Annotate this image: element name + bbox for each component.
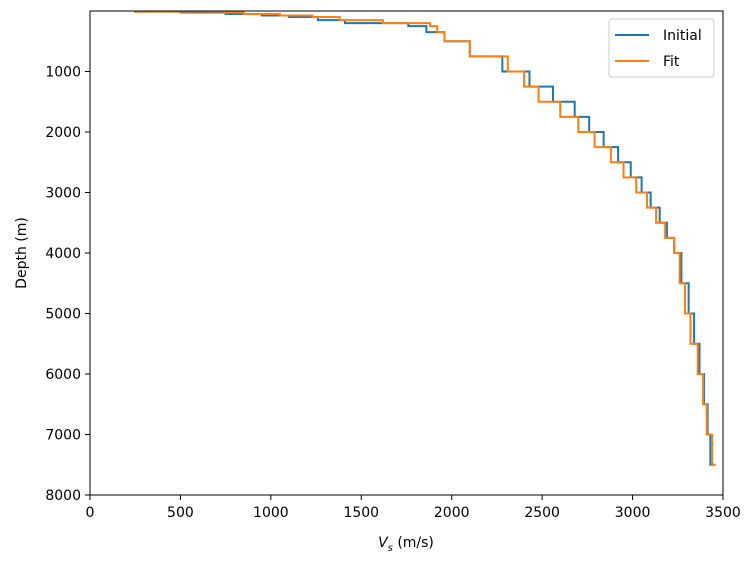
x-axis-label-unit: (m/s) <box>393 535 434 551</box>
y-axis-ticks: 1000 2000 3000 4000 5000 6000 7000 8000 <box>45 65 90 504</box>
legend-entry-fit: Fit <box>663 54 680 70</box>
x-tick-label: 1000 <box>253 505 289 521</box>
x-tick-label: 500 <box>167 505 194 521</box>
x-axis-label-subscript: s <box>388 543 393 554</box>
x-tick-label: 2000 <box>434 505 470 521</box>
legend-box <box>608 18 715 78</box>
legend-entry-initial: Initial <box>663 28 702 44</box>
plot-curves <box>134 10 716 466</box>
y-tick-label: 8000 <box>45 488 81 504</box>
y-tick-label: 7000 <box>45 428 81 444</box>
series-line-initial <box>134 10 714 466</box>
x-tick-label: 3500 <box>705 505 741 521</box>
y-tick-label: 4000 <box>45 246 81 262</box>
x-axis-ticks: 0 500 1000 1500 2000 2500 3000 3500 <box>86 495 741 521</box>
y-tick-label: 6000 <box>45 367 81 383</box>
x-tick-label: 2500 <box>524 505 560 521</box>
legend: Initial Fit <box>608 18 715 78</box>
plot-frame <box>89 10 724 496</box>
y-tick-label: 5000 <box>45 307 81 323</box>
y-axis-label: Depth (m) <box>14 217 30 289</box>
y-tick-label: 1000 <box>45 65 81 81</box>
x-tick-label: 1500 <box>343 505 379 521</box>
y-tick-label: 3000 <box>45 186 81 202</box>
x-axis-label: Vs (m/s) <box>378 535 434 554</box>
x-axis-label-symbol: V <box>378 535 389 551</box>
series-line-fit <box>134 10 716 466</box>
y-tick-label: 2000 <box>45 125 81 141</box>
x-tick-label: 0 <box>86 505 95 521</box>
x-tick-label: 3000 <box>615 505 651 521</box>
